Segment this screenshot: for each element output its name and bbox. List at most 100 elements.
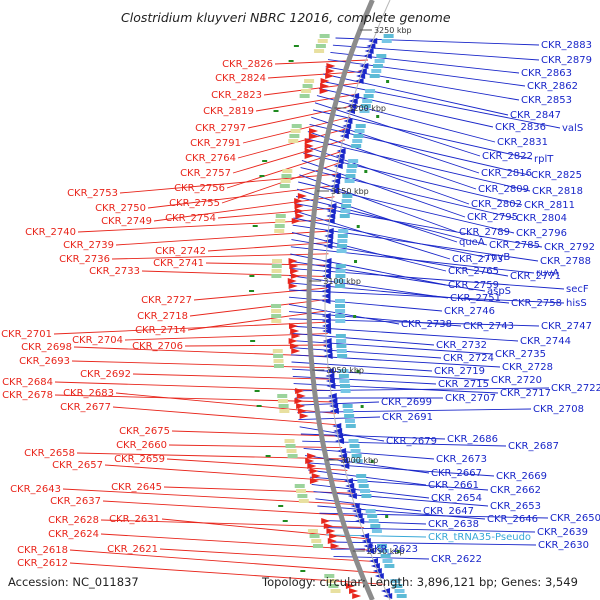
cog-category-block <box>286 449 297 453</box>
label-connector <box>189 298 328 317</box>
label-connector <box>290 253 447 286</box>
label-connector <box>328 541 537 546</box>
reverse-gene-arrow <box>329 188 339 194</box>
forward-gene-arrow <box>294 203 304 209</box>
label-connector <box>295 203 543 248</box>
cog-category-block <box>271 304 282 308</box>
forward-gene-arrow <box>288 338 298 344</box>
cog-category-block <box>328 584 339 588</box>
label-connector <box>289 325 519 342</box>
right-gene-label: ruvA <box>536 268 559 279</box>
label-connector <box>77 219 332 233</box>
right-gene-label: valS <box>562 123 583 134</box>
cog-category-block <box>275 214 286 218</box>
cog-category-block <box>353 134 364 138</box>
forward-gene-arrow <box>296 403 306 409</box>
reverse-gene-arrow <box>321 273 331 279</box>
right-gene-label: CKR_2809 <box>478 184 529 195</box>
right-gene-label: CKR_2735 <box>495 349 546 360</box>
cog-category-block <box>340 384 351 388</box>
forward-gene-arrow <box>290 268 300 274</box>
cog-category-block <box>337 234 348 238</box>
right-gene-label: CKR_2879 <box>541 55 592 66</box>
left-gene-label: CKR_2757 <box>180 168 231 179</box>
cog-category-block <box>273 354 284 358</box>
cog-category-block <box>307 529 318 533</box>
cog-category-block <box>376 54 387 58</box>
label-connector <box>290 354 501 368</box>
cog-category-block <box>275 219 286 223</box>
cog-category-block <box>356 474 367 478</box>
rna-marker <box>282 520 288 522</box>
cog-category-block <box>317 39 328 43</box>
label-connector <box>311 116 480 174</box>
label-connector <box>288 296 443 312</box>
left-gene-label: CKR_2621 <box>107 544 158 555</box>
position-ticks: 3250 kbp 3200 kbp 3150 kbp 3100 kbp 3050 kbp… <box>309 26 412 556</box>
forward-gene-arrow <box>291 218 301 224</box>
forward-gene-arrow <box>320 83 330 89</box>
left-gene-label: CKR_2739 <box>63 240 114 251</box>
rna-marker <box>360 405 364 408</box>
right-gene-label: CKR_2699 <box>381 397 432 408</box>
left-gene-label: CKR_2658 <box>24 448 75 459</box>
cog-category-block <box>335 299 346 303</box>
cog-category-block <box>369 74 380 78</box>
forward-gene-arrow <box>307 453 317 459</box>
reverse-gene-arrow <box>322 338 332 344</box>
forward-gene-arrow <box>297 408 307 414</box>
rna-marker <box>278 505 284 507</box>
reverse-gene-arrow <box>325 218 335 224</box>
left-gene-label: CKR_2612 <box>17 558 68 569</box>
cog-category-block <box>294 484 305 488</box>
reverse-gene-arrow <box>340 463 350 469</box>
reverse-gene-arrow <box>321 318 331 324</box>
reverse-gene-arrow <box>331 173 341 179</box>
reverse-gene-arrow <box>323 238 333 244</box>
right-gene-label: aspS <box>487 286 511 297</box>
right-gene-label: CKR_2646 <box>487 514 538 525</box>
left-gene-label: CKR_2753 <box>67 188 118 199</box>
forward-gene-arrow <box>291 348 301 354</box>
cog-category-block <box>372 64 383 68</box>
cog-category-block <box>302 84 313 88</box>
rna-marker <box>293 45 299 47</box>
label-connector <box>314 102 481 157</box>
cog-category-block <box>319 34 330 38</box>
cog-category-block <box>272 349 283 353</box>
label-connector <box>141 270 328 278</box>
cog-category-block <box>279 409 290 413</box>
cog-category-block <box>271 264 282 268</box>
right-gene-label: CKR_2715 <box>438 379 489 390</box>
right-gene-label: CKR_2717 <box>500 388 551 399</box>
right-gene-label: CKR_2747 <box>541 321 592 332</box>
right-gene-label: queA <box>459 237 485 248</box>
forward-gene-arrow <box>294 398 304 404</box>
rna-marker <box>259 175 265 177</box>
right-gene-label: rplT <box>534 154 554 165</box>
right-gene-label: CKR_2647 <box>423 506 474 517</box>
label-connector <box>304 145 470 205</box>
reverse-gene-arrow <box>329 408 339 414</box>
tick-label: 3250 kbp <box>374 26 412 35</box>
reverse-gene-arrow <box>333 428 343 434</box>
cog-category-block <box>335 274 346 278</box>
forward-gene-arrow <box>299 413 309 419</box>
cog-category-block <box>274 224 285 228</box>
left-gene-label: CKR_2631 <box>109 514 160 525</box>
cog-category-block <box>344 419 355 423</box>
label-connector <box>119 173 339 194</box>
inner-arc <box>324 0 391 600</box>
cog-category-block <box>337 354 348 358</box>
right-gene-label: CKR_2822 <box>482 151 533 162</box>
forward-gene-arrow <box>352 593 362 599</box>
reverse-gene-arrow <box>321 298 331 304</box>
cog-category-block <box>338 369 349 373</box>
cog-category-block <box>346 169 357 173</box>
cog-category-block <box>297 494 308 498</box>
forward-gene-arrow <box>288 258 298 264</box>
forward-gene-arrow <box>288 283 298 289</box>
cog-category-block <box>285 444 296 448</box>
label-connector <box>289 332 435 346</box>
label-connector <box>289 289 565 304</box>
